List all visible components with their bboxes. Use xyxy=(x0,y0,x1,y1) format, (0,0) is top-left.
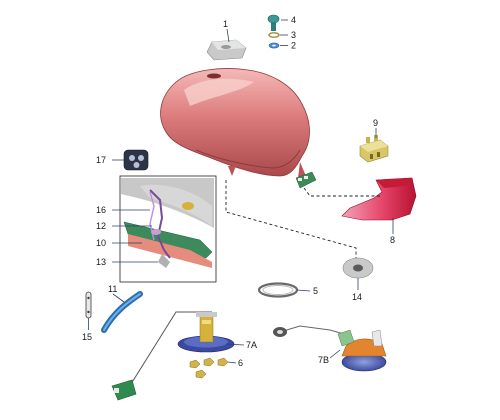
callout-10: 10 xyxy=(96,238,106,248)
callout-9: 9 xyxy=(373,118,378,128)
pump-detail-box xyxy=(119,175,217,283)
callout-13: 13 xyxy=(96,257,106,267)
callout-1: 1 xyxy=(223,19,228,29)
callout-4: 4 xyxy=(291,15,296,25)
connector-block-part xyxy=(359,135,389,163)
callout-14: 14 xyxy=(352,292,362,302)
assembly-dashed-lines xyxy=(225,180,382,258)
callout-3: 3 xyxy=(291,30,296,40)
callout-17: 17 xyxy=(96,155,106,165)
callout-2: 2 xyxy=(291,41,296,51)
callout-labels: 1 2 3 4 5 6 7A 7B 8 9 10 11 12 13 14 15 … xyxy=(82,15,395,368)
callout-6: 6 xyxy=(238,358,243,368)
callout-16: 16 xyxy=(96,205,106,215)
leader-lines xyxy=(88,19,394,364)
mounting-nuts-part xyxy=(189,357,229,379)
fuel-hose-part xyxy=(101,291,143,333)
grommet-part xyxy=(123,149,149,171)
callout-12: 12 xyxy=(96,221,106,231)
tank-connector xyxy=(295,171,317,189)
fuel-pump-assembly-7a xyxy=(111,311,235,401)
fuel-pump-assembly-7b xyxy=(273,325,387,372)
fuel-cap-part xyxy=(206,39,247,61)
o-ring-part xyxy=(268,32,280,38)
callout-5: 5 xyxy=(313,286,318,296)
seal-ring-part xyxy=(342,257,374,279)
callout-15: 15 xyxy=(82,332,92,342)
washer-part xyxy=(268,42,280,49)
vent-knob-part xyxy=(267,14,280,31)
knee-pad-part xyxy=(341,177,417,221)
callout-7b: 7B xyxy=(318,355,329,365)
hose-clip-part xyxy=(85,291,92,319)
callout-7a: 7A xyxy=(246,340,257,350)
gasket-ring-part xyxy=(257,282,299,298)
callout-11: 11 xyxy=(108,284,117,294)
fuel-tank xyxy=(160,68,310,178)
callout-8: 8 xyxy=(390,235,395,245)
